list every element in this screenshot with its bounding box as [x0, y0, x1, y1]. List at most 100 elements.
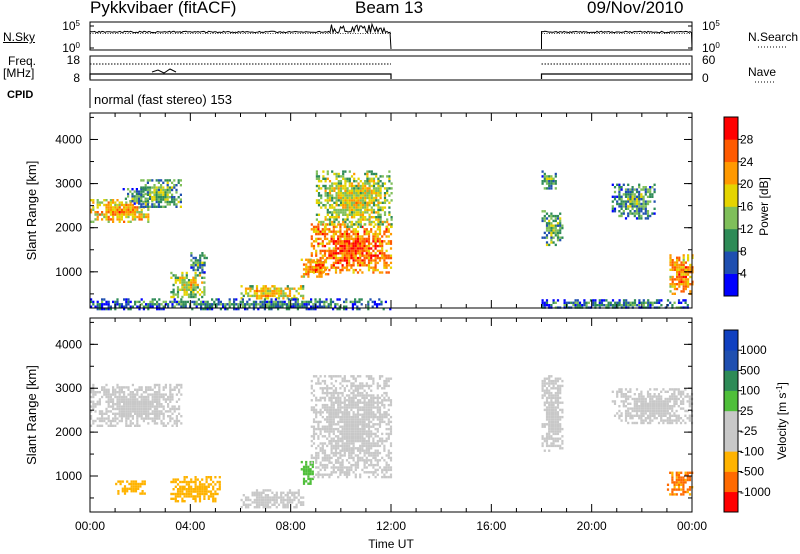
heatmap-cell	[233, 305, 236, 308]
heatmap-cell	[136, 415, 139, 418]
heatmap-cell	[356, 256, 360, 260]
heatmap-cell	[345, 408, 349, 412]
heatmap-cell	[260, 501, 263, 504]
heatmap-cell	[348, 403, 351, 407]
heatmap-cell	[352, 413, 355, 416]
heatmap-cell	[209, 483, 213, 486]
heatmap-cell	[288, 305, 291, 308]
heatmap-cell	[288, 489, 292, 492]
heatmap-cell	[160, 412, 163, 415]
heatmap-cell	[387, 420, 390, 424]
heatmap-cell	[684, 287, 687, 291]
heatmap-cell	[162, 407, 165, 411]
heatmap-cell	[660, 412, 663, 415]
heatmap-cell	[118, 201, 121, 204]
heatmap-cell	[269, 292, 272, 295]
heatmap-cell	[372, 249, 375, 253]
heatmap-cell	[116, 213, 119, 216]
heatmap-cell	[359, 223, 362, 226]
heatmap-cell	[373, 303, 376, 306]
heatmap-cell	[198, 293, 202, 296]
heatmap-cell	[627, 212, 630, 215]
heatmap-cell	[370, 415, 373, 419]
heatmap-cell	[370, 377, 373, 380]
heatmap-cell	[341, 459, 344, 462]
heatmap-cell	[324, 192, 327, 195]
heatmap-cell	[321, 228, 324, 231]
heatmap-cell	[321, 466, 324, 469]
heatmap-cell	[676, 256, 679, 259]
heatmap-cell	[90, 400, 93, 403]
heatmap-cell	[169, 400, 172, 403]
heatmap-cell	[550, 394, 553, 397]
heatmap-cell	[343, 399, 346, 402]
heatmap-cell	[118, 391, 121, 394]
heatmap-cell	[383, 403, 386, 407]
heatmap-cell	[269, 506, 272, 509]
heatmap-cell	[541, 236, 544, 239]
heatmap-cell	[346, 218, 349, 221]
heatmap-cell	[372, 235, 375, 238]
heatmap-cell	[335, 208, 338, 212]
heatmap-cell	[651, 397, 654, 401]
heatmap-cell	[352, 406, 355, 409]
heatmap-cell	[345, 432, 349, 436]
heatmap-cell	[385, 256, 388, 260]
heatmap-cell	[646, 210, 650, 213]
heatmap-cell	[618, 186, 621, 189]
heatmap-cell	[127, 403, 130, 406]
heatmap-cell	[157, 198, 160, 201]
heatmap-cell	[286, 294, 289, 298]
heatmap-cell	[199, 254, 202, 257]
heatmap-cell	[272, 305, 275, 308]
heatmap-cell	[365, 449, 368, 452]
heatmap-cell	[343, 396, 346, 400]
heatmap-cell	[366, 170, 369, 173]
heatmap-cell	[277, 287, 281, 290]
heatmap-cell	[341, 406, 344, 409]
heatmap-cell	[166, 200, 169, 204]
heatmap-cell	[363, 427, 366, 431]
heatmap-cell	[185, 288, 188, 291]
heatmap-cell	[367, 384, 371, 388]
heatmap-cell	[315, 432, 318, 436]
heatmap-cell	[385, 254, 388, 257]
heatmap-cell	[359, 435, 362, 438]
heatmap-cell	[319, 413, 322, 416]
heatmap-cell	[618, 304, 621, 307]
heatmap-cell	[337, 456, 340, 460]
heatmap-cell	[307, 265, 310, 269]
heatmap-cell	[363, 394, 366, 397]
heatmap-cell	[350, 192, 354, 195]
heatmap-cell	[350, 439, 353, 443]
heatmap-cell	[687, 280, 690, 283]
heatmap-cell	[194, 490, 197, 493]
heatmap-cell	[96, 303, 99, 306]
heatmap-cell	[368, 223, 371, 226]
heatmap-cell	[374, 413, 377, 416]
heatmap-cell	[305, 265, 308, 269]
heatmap-cell	[331, 170, 334, 173]
heatmap-cell	[339, 189, 343, 192]
heatmap-cell	[366, 180, 369, 183]
heatmap-cell	[339, 271, 342, 274]
heatmap-cell	[153, 196, 156, 199]
heatmap-cell	[321, 242, 324, 245]
heatmap-cell	[273, 503, 276, 506]
heatmap-cell	[339, 175, 343, 178]
heatmap-cell	[328, 187, 332, 190]
heatmap-cell	[355, 187, 358, 190]
heatmap-cell	[321, 442, 324, 445]
heatmap-cell	[354, 254, 357, 257]
heatmap-cell	[127, 203, 130, 207]
heatmap-cell	[356, 300, 359, 304]
heatmap-cell	[353, 192, 356, 195]
heatmap-cell	[559, 222, 562, 225]
heatmap-cell	[541, 182, 544, 185]
heatmap-cell	[312, 475, 316, 479]
heatmap-cell	[348, 256, 351, 260]
heatmap-cell	[554, 382, 557, 385]
heatmap-cell	[335, 225, 338, 228]
heatmap-cell	[134, 485, 138, 488]
heatmap-cell	[142, 200, 145, 204]
